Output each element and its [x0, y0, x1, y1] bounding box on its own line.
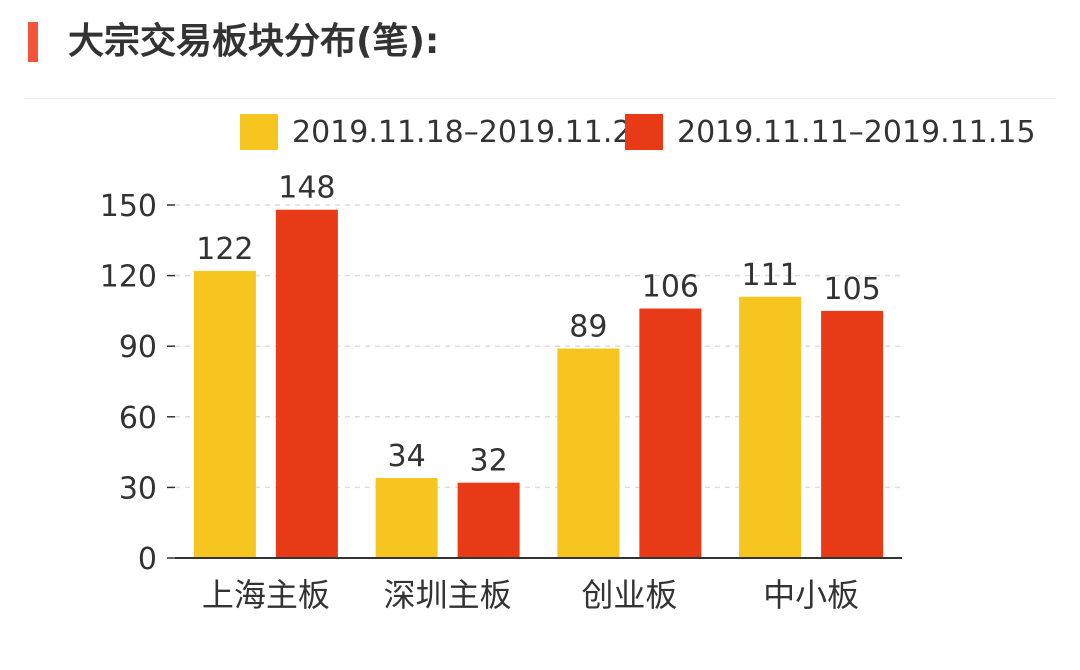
data-label-1-4: 111: [741, 258, 798, 293]
data-label-1-1: 122: [196, 232, 253, 267]
y-tick-label-30: 30: [119, 471, 157, 506]
bar-2-1: [275, 209, 338, 558]
y-tick-label-0: 0: [138, 542, 157, 577]
x-tick-label-4: 中小板: [763, 576, 859, 614]
title-accent-bar: [28, 22, 38, 62]
legend-label-2: 2019.11.11–2019.11.15: [677, 115, 1036, 150]
bar-1-1: [193, 270, 256, 558]
bar-2-2: [457, 482, 520, 558]
y-tick-label-90: 90: [119, 330, 157, 365]
legend-label-1: 2019.11.18–2019.11.22: [292, 115, 651, 150]
y-tick-label-150: 150: [100, 189, 157, 224]
bar-1-3: [557, 348, 620, 558]
x-tick-label-2: 深圳主板: [384, 576, 512, 614]
data-label-1-2: 34: [388, 439, 426, 474]
legend-swatch-2: [625, 114, 663, 150]
page-title: 大宗交易板块分布(笔):: [68, 21, 440, 62]
data-label-2-1: 148: [278, 171, 335, 206]
y-tick-label-120: 120: [100, 260, 157, 295]
y-axis: 0 30 60 90 120 150: [100, 189, 175, 577]
bars: 122 148 34 32 89 106 111 105: [193, 171, 884, 558]
legend: 2019.11.18–2019.11.22 2019.11.11–2019.11.…: [240, 114, 1036, 150]
bar-2-3: [639, 308, 702, 558]
bar-1-4: [739, 296, 802, 558]
bar-2-4: [821, 310, 884, 558]
y-tick-label-60: 60: [119, 401, 157, 436]
x-tick-label-1: 上海主板: [202, 576, 330, 614]
title-divider: [24, 98, 1056, 99]
data-label-2-3: 106: [642, 270, 699, 305]
legend-swatch-1: [240, 114, 278, 150]
bar-1-2: [375, 477, 438, 558]
data-label-2-2: 32: [470, 444, 508, 479]
data-label-1-3: 89: [569, 310, 607, 345]
data-label-2-4: 105: [823, 272, 880, 307]
x-axis: 上海主板 深圳主板 创业板 中小板: [175, 557, 902, 614]
x-tick-label-3: 创业板: [581, 576, 677, 614]
